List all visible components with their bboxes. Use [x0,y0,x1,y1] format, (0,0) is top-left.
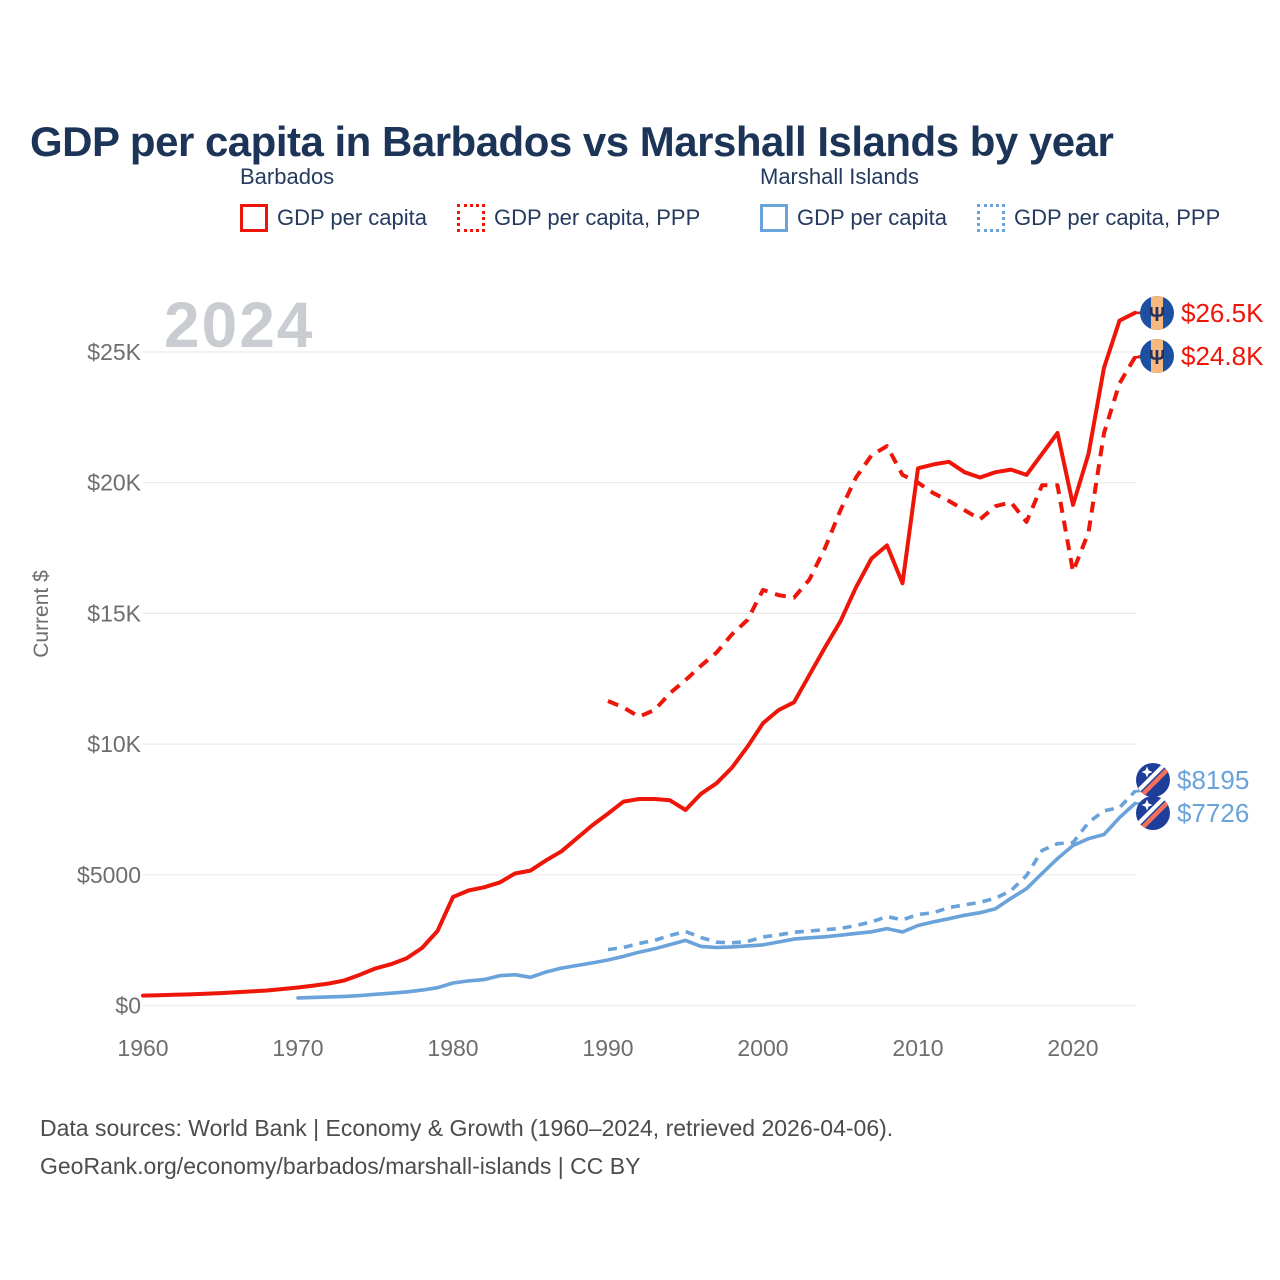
x-axis-tick-label: 2000 [737,1035,788,1061]
x-axis-tick-label: 2010 [892,1035,943,1061]
y-axis-tick-label: $0 [115,993,141,1019]
y-axis-tick-label: $20K [87,470,141,496]
x-axis-tick-label: 2020 [1047,1035,1098,1061]
footer-data-sources: Data sources: World Bank | Economy & Gro… [40,1115,894,1141]
legend-item-label: GDP per capita, PPP [1014,205,1221,230]
legend-item-label: GDP per capita, PPP [494,205,701,230]
trident-icon: Ψ [1149,347,1165,369]
star-icon [1141,799,1153,811]
x-axis-tick-label: 1990 [582,1035,633,1061]
legend-swatch-solid-blue-icon [760,204,788,232]
legend-swatch-dotted-red-icon [457,204,486,232]
series-line-brb_ppp [607,356,1137,719]
legend-swatch-dotted-blue-icon [977,204,1006,232]
y-axis-tick-label: $10K [87,731,141,757]
y-axis-tick-label: $15K [87,600,141,626]
legend-item-barbados-gdp[interactable]: GDP per capita [240,204,427,232]
legend-item-barbados-gdp-ppp[interactable]: GDP per capita, PPP [457,204,700,232]
barbados-flag-icon: Ψ [1140,296,1174,330]
end-label-marshall-gdp-ppp: $8195 [1136,763,1249,797]
end-value-label: $26.5K [1181,297,1264,328]
x-axis-tick-label: 1960 [117,1035,168,1061]
legend-item-marshall-gdp[interactable]: GDP per capita [760,204,947,232]
end-value-label: $8195 [1177,764,1250,795]
legend-group-title: Marshall Islands [760,164,919,189]
footer-url: GeoRank.org/economy/barbados/marshall-is… [40,1153,641,1179]
marshall-islands-flag-icon [1136,796,1170,830]
legend-item-label: GDP per capita [277,205,428,230]
legend-item-marshall-gdp-ppp[interactable]: GDP per capita, PPP [977,204,1220,232]
end-label-barbados-gdp-ppp: Ψ $24.8K [1140,339,1263,373]
x-axis-tick-label: 1970 [272,1035,323,1061]
legend-group-title: Barbados [240,164,335,189]
end-value-label: $24.8K [1181,340,1264,371]
trident-icon: Ψ [1149,304,1165,326]
end-label-marshall-gdp: $7726 [1136,796,1249,830]
series-line-mhl_ppp [607,790,1137,952]
series-line-brb_gdp [141,310,1137,998]
legend-row: GDP per capita GDP per capita, PPP [240,204,700,232]
legend-swatch-solid-red-icon [240,204,268,232]
end-label-barbados-gdp: Ψ $26.5K [1140,296,1263,330]
footer-attribution: Data sources: World Bank | Economy & Gro… [40,1109,893,1185]
legend-group-barbados: Barbados GDP per capita GDP per capita, … [240,164,700,232]
barbados-flag-icon: Ψ [1140,339,1174,373]
legend-group-marshall-islands: Marshall Islands GDP per capita GDP per … [760,164,1220,232]
series-line-mhl_gdp [296,801,1137,1000]
y-axis-tick-label: $25K [87,339,141,365]
legend-item-label: GDP per capita [797,205,948,230]
marshall-islands-flag-icon [1136,763,1170,797]
legend-row: GDP per capita GDP per capita, PPP [760,204,1220,232]
x-axis-tick-label: 1980 [427,1035,478,1061]
end-value-label: $7726 [1177,797,1250,828]
page-title: GDP per capita in Barbados vs Marshall I… [30,118,1114,166]
star-icon [1141,766,1153,778]
y-axis-tick-label: $5000 [77,862,141,888]
